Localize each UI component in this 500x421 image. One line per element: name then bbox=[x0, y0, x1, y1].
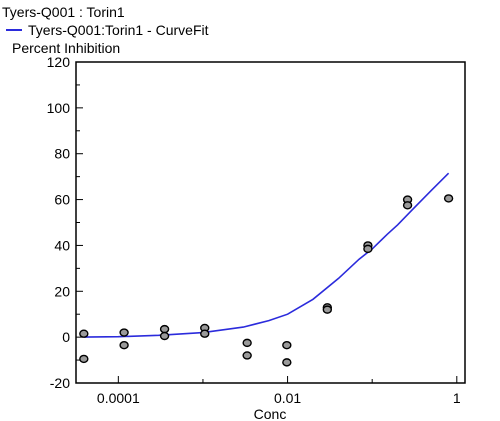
data-point bbox=[159, 331, 170, 341]
y-tick-label: 80 bbox=[54, 146, 70, 162]
y-tick-label: 100 bbox=[47, 100, 71, 116]
data-point bbox=[282, 358, 292, 367]
data-point bbox=[79, 329, 89, 338]
data-point bbox=[282, 340, 292, 350]
y-tick-label: 20 bbox=[54, 283, 70, 299]
curve-layer bbox=[83, 172, 450, 338]
x-axis-label: Conc bbox=[254, 406, 287, 421]
data-point bbox=[119, 328, 129, 337]
data-point bbox=[322, 305, 333, 314]
fit-curve bbox=[83, 172, 450, 338]
data-point bbox=[402, 201, 413, 210]
data-point bbox=[200, 329, 210, 338]
data-point bbox=[119, 340, 129, 350]
data-point bbox=[242, 338, 252, 348]
legend-label: Tyers-Q001:Torin1 - CurveFit bbox=[28, 22, 209, 38]
points-layer bbox=[79, 194, 454, 367]
y-tick-label: 0 bbox=[62, 329, 70, 345]
chart-title: Tyers-Q001 : Torin1 bbox=[2, 4, 125, 20]
x-tick-label: 0.0001 bbox=[97, 390, 140, 406]
y-tick-label: -20 bbox=[50, 375, 70, 391]
tick-layer: -20 0 20 40 60 80 100 120 0.0001 0.01 1 bbox=[47, 54, 461, 406]
x-tick-label: 0.01 bbox=[274, 390, 301, 406]
y-tick-label: 60 bbox=[54, 192, 70, 208]
data-point bbox=[159, 324, 170, 334]
plot-frame bbox=[75, 61, 466, 384]
data-point bbox=[79, 354, 89, 364]
y-tick-label: 120 bbox=[47, 54, 71, 70]
x-tick-label: 1 bbox=[453, 390, 461, 406]
data-point bbox=[443, 194, 454, 203]
y-axis-label: Percent Inhibition bbox=[12, 40, 120, 56]
data-point bbox=[363, 244, 373, 254]
y-tick-label: 40 bbox=[54, 237, 70, 253]
data-point bbox=[242, 351, 252, 360]
